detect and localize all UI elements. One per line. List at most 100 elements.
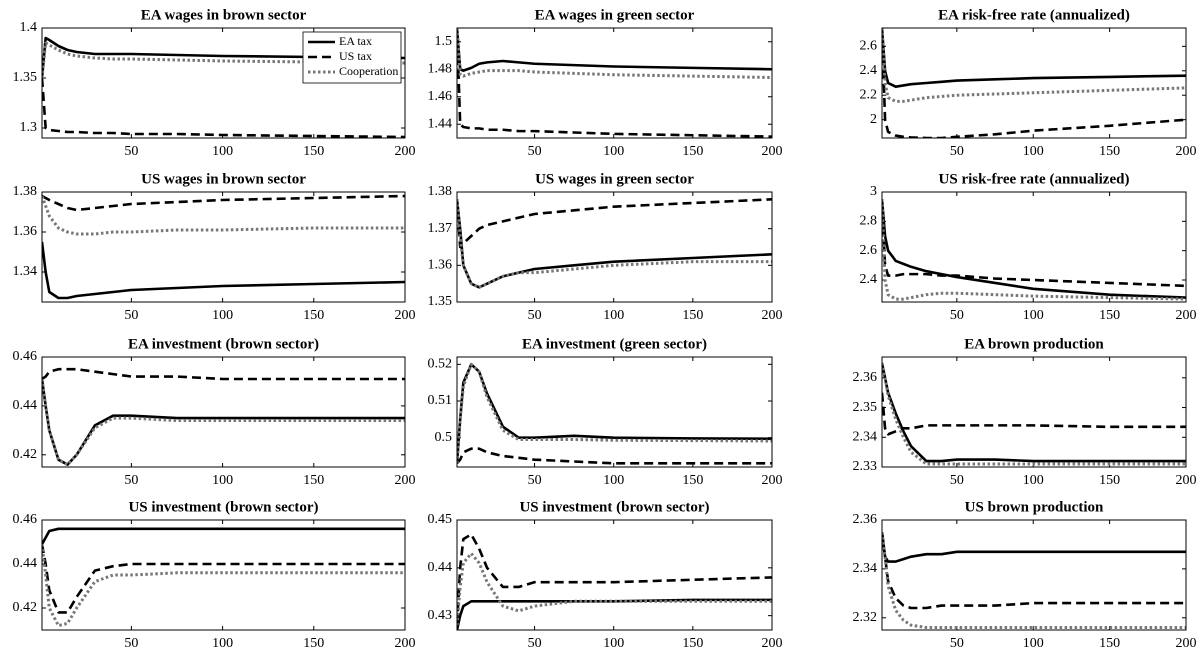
chart-panel: 0.42 0.44 0.46 50 100 150 200 US investment (br… bbox=[13, 499, 416, 651]
x-tick-label: 150 bbox=[1099, 636, 1120, 651]
series-line bbox=[42, 41, 405, 79]
chart-title: US wages in green sector bbox=[535, 171, 694, 187]
y-tick-label: 1.3 bbox=[20, 120, 38, 135]
series-line bbox=[42, 378, 405, 467]
y-tick-label: 1.34 bbox=[13, 264, 38, 279]
x-tick-label: 50 bbox=[124, 308, 138, 323]
y-tick-label: 2.6 bbox=[860, 39, 878, 54]
series-line bbox=[457, 199, 772, 289]
chart-panel: 0.5 0.51 0.52 50 100 150 200 EA investment (gre… bbox=[428, 336, 783, 488]
axes-frame bbox=[881, 519, 1187, 631]
y-tick-label: 0.43 bbox=[428, 608, 453, 623]
x-tick-label: 100 bbox=[1023, 144, 1044, 159]
axes-frame bbox=[456, 519, 773, 631]
x-tick-label: 150 bbox=[303, 473, 324, 488]
axes-background bbox=[42, 520, 405, 630]
x-tick-label: 50 bbox=[124, 473, 138, 488]
x-tick-label: 200 bbox=[1176, 308, 1197, 323]
series-line bbox=[42, 241, 405, 300]
y-tick-label: 1.48 bbox=[428, 61, 453, 76]
x-tick-label: 50 bbox=[950, 473, 964, 488]
legend-label: Cooperation bbox=[339, 64, 398, 78]
axes-frame bbox=[456, 191, 773, 303]
x-tick-label: 200 bbox=[762, 308, 783, 323]
chart-title: EA wages in green sector bbox=[535, 7, 695, 23]
series-line bbox=[882, 199, 1186, 288]
chart-panel: 1.34 1.36 1.38 50 100 150 200 US wages in brown… bbox=[13, 171, 416, 323]
y-tick-label: 3 bbox=[870, 184, 877, 199]
y-tick-label: 0.51 bbox=[428, 393, 453, 408]
chart-title: EA investment (green sector) bbox=[522, 336, 707, 352]
x-tick-label: 100 bbox=[603, 636, 624, 651]
y-tick-label: 0.42 bbox=[13, 447, 38, 462]
axes-background bbox=[457, 357, 772, 467]
series-line bbox=[42, 367, 405, 381]
x-tick-label: 100 bbox=[1023, 308, 1044, 323]
x-tick-label: 50 bbox=[950, 144, 964, 159]
x-tick-label: 100 bbox=[603, 144, 624, 159]
x-tick-label: 200 bbox=[1176, 636, 1197, 651]
chart-title: US risk-free rate (annualized) bbox=[939, 171, 1130, 187]
y-tick-label: 2 bbox=[870, 112, 877, 127]
series-line bbox=[882, 362, 1186, 466]
series-line bbox=[457, 551, 772, 626]
x-tick-label: 150 bbox=[1099, 473, 1120, 488]
y-tick-label: 1.4 bbox=[20, 20, 38, 35]
x-tick-label: 200 bbox=[395, 144, 416, 159]
series-line bbox=[457, 198, 772, 249]
axes-frame bbox=[456, 356, 773, 468]
chart-panel: 1.44 1.46 1.48 1.5 50 100 150 200 EA wages in gr… bbox=[428, 7, 783, 159]
axes-background bbox=[457, 28, 772, 138]
y-tick-label: 1.36 bbox=[13, 224, 38, 239]
axes-frame bbox=[881, 27, 1187, 139]
chart-panel: 2 2.2 2.4 2.6 50 100 150 200 EA risk-free rate (… bbox=[860, 7, 1197, 159]
axes-frame bbox=[41, 191, 406, 303]
chart-panel: 2.32 2.34 2.36 50 100 150 200 US brown producti… bbox=[853, 499, 1197, 651]
series-line bbox=[882, 199, 1186, 301]
chart-title: EA brown production bbox=[964, 336, 1104, 352]
x-tick-label: 200 bbox=[395, 473, 416, 488]
chart-title: US investment (brown sector) bbox=[128, 499, 318, 515]
axes-frame bbox=[881, 191, 1187, 303]
x-tick-label: 200 bbox=[395, 308, 416, 323]
x-tick-label: 100 bbox=[212, 473, 233, 488]
series-line bbox=[882, 532, 1186, 610]
x-tick-label: 100 bbox=[212, 144, 233, 159]
series-line bbox=[457, 533, 772, 626]
x-tick-label: 200 bbox=[762, 144, 783, 159]
axes-frame bbox=[41, 27, 406, 139]
axes-background bbox=[882, 357, 1186, 467]
legend-label: US tax bbox=[339, 49, 372, 63]
series-line bbox=[882, 28, 1186, 138]
y-tick-label: 2.36 bbox=[853, 370, 878, 385]
axes-frame bbox=[41, 356, 406, 468]
x-tick-label: 100 bbox=[603, 308, 624, 323]
chart-panel: 2.4 2.6 2.8 3 50 100 150 200 US risk-free rate (… bbox=[860, 171, 1197, 323]
chart-title: US investment (brown sector) bbox=[519, 499, 709, 515]
chart-panel: 0.42 0.44 0.46 50 100 150 200 EA investment (br… bbox=[13, 336, 416, 488]
x-tick-label: 100 bbox=[603, 473, 624, 488]
x-tick-label: 150 bbox=[682, 636, 703, 651]
axes-background bbox=[457, 520, 772, 630]
legend-label: EA tax bbox=[339, 34, 372, 48]
axes-background bbox=[42, 357, 405, 467]
chart-panel: 1.35 1.36 1.37 1.38 50 100 150 200 US wages in g… bbox=[428, 171, 783, 323]
x-tick-label: 150 bbox=[303, 636, 324, 651]
chart-title: US brown production bbox=[965, 499, 1104, 515]
x-tick-label: 200 bbox=[1176, 144, 1197, 159]
axes-background bbox=[457, 192, 772, 302]
chart-title: EA risk-free rate (annualized) bbox=[938, 7, 1130, 23]
series-line bbox=[457, 362, 772, 464]
x-tick-label: 200 bbox=[762, 473, 783, 488]
y-tick-label: 2.6 bbox=[860, 243, 878, 258]
axes-frame bbox=[881, 356, 1187, 468]
series-line bbox=[882, 28, 1186, 88]
series-line bbox=[42, 194, 405, 212]
x-tick-label: 200 bbox=[762, 636, 783, 651]
chart-title: EA wages in brown sector bbox=[141, 7, 307, 23]
x-tick-label: 200 bbox=[1176, 473, 1197, 488]
chart-title: EA investment (brown sector) bbox=[128, 336, 319, 352]
y-tick-label: 1.38 bbox=[13, 184, 38, 199]
